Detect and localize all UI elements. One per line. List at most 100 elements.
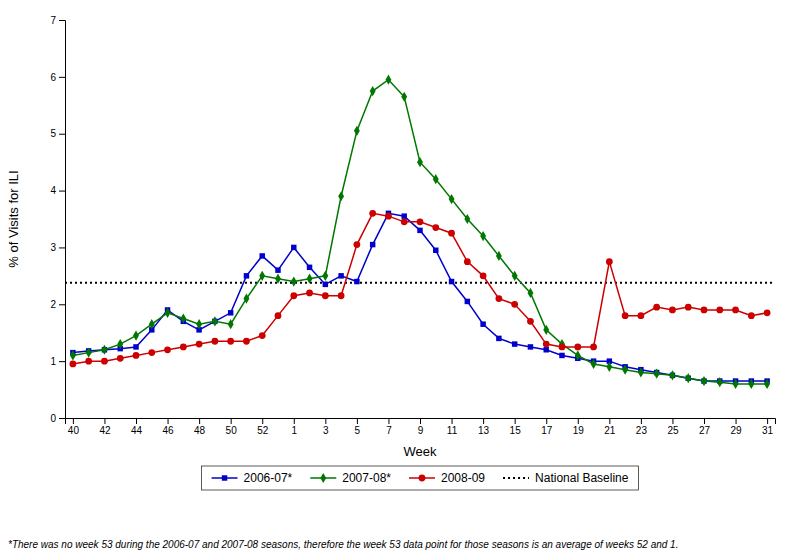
y-tick: 6 [50, 72, 65, 83]
x-tick-mark [325, 418, 326, 424]
point [559, 344, 566, 351]
point [670, 370, 676, 380]
point [354, 241, 361, 248]
series-line [73, 213, 767, 381]
x-tick: 44 [131, 418, 143, 436]
x-tick-label: 7 [386, 425, 392, 436]
point [401, 213, 406, 218]
point [559, 353, 564, 358]
point [622, 365, 628, 375]
point [322, 292, 329, 299]
point [133, 330, 139, 340]
point [717, 377, 723, 387]
point [228, 319, 234, 329]
x-tick: 50 [226, 418, 238, 436]
chart: 0123456740424446485052135791113151719212… [0, 0, 800, 558]
y-tick-mark [59, 247, 65, 248]
x-tick-mark [452, 418, 453, 424]
point [117, 355, 124, 362]
y-tick-label: 6 [50, 72, 56, 83]
point [401, 92, 407, 102]
x-tick-mark [136, 418, 137, 424]
x-tick: 15 [510, 418, 522, 436]
point [386, 75, 392, 85]
x-tick-label: 46 [162, 425, 174, 436]
y-tick-mark [59, 77, 65, 78]
point [528, 344, 533, 349]
y-tick-label: 0 [50, 413, 56, 424]
point [180, 313, 186, 323]
x-tick-mark [73, 418, 74, 424]
y-tick-label: 2 [50, 299, 56, 310]
legend-label: National Baseline [535, 471, 629, 485]
x-tick: 23 [636, 418, 648, 436]
point [701, 307, 708, 314]
point [433, 174, 439, 184]
series-points [70, 210, 771, 367]
point [543, 341, 550, 348]
point [291, 245, 296, 250]
legend-item: National Baseline [503, 471, 629, 485]
x-tick: 7 [386, 418, 392, 436]
x-tick-label: 25 [667, 425, 679, 436]
point [638, 312, 645, 319]
point [369, 210, 376, 217]
x-tick: 21 [604, 418, 616, 436]
x-tick-label: 29 [730, 425, 742, 436]
point [480, 231, 486, 241]
point [228, 310, 233, 315]
point [653, 304, 660, 311]
point [433, 248, 438, 253]
x-tick: 11 [447, 418, 458, 436]
point [574, 344, 581, 351]
point [70, 350, 76, 360]
x-tick: 27 [699, 418, 711, 436]
y-axis-line [59, 21, 66, 419]
legend-marker [419, 475, 426, 482]
x-tick: 17 [541, 418, 553, 436]
legend-swatch [503, 477, 529, 479]
point [496, 336, 501, 341]
point [338, 191, 344, 201]
legend: 2006-07*2007-08*2008-09National Baseline [202, 466, 639, 490]
point [480, 321, 485, 326]
point [465, 299, 470, 304]
x-tick-label: 52 [257, 425, 269, 436]
y-tick: 7 [50, 15, 65, 26]
point [322, 271, 328, 281]
point [291, 276, 297, 286]
point [149, 319, 155, 329]
x-tick-label: 23 [636, 425, 648, 436]
y-tick: 2 [50, 299, 65, 310]
point [180, 344, 187, 351]
x-tick-label: 50 [226, 425, 238, 436]
legend-label: 2008-09 [441, 471, 485, 485]
point [70, 361, 77, 368]
point [511, 301, 518, 308]
point [448, 230, 455, 237]
point [323, 282, 328, 287]
reference-line [65, 282, 775, 284]
x-tick-label: 48 [194, 425, 206, 436]
y-tick: 0 [50, 413, 65, 424]
y-tick-label: 7 [50, 15, 56, 26]
point [543, 325, 549, 335]
x-tick-mark [262, 418, 263, 424]
point [512, 341, 517, 346]
point [275, 312, 282, 319]
legend-item: 2006-07* [212, 471, 293, 485]
point [496, 295, 503, 302]
point [417, 218, 424, 225]
y-tick-mark [59, 20, 65, 21]
x-tick-mark [199, 418, 200, 424]
y-tick-mark [59, 134, 65, 135]
x-tick: 29 [730, 418, 742, 436]
point [101, 358, 108, 365]
point [638, 367, 644, 377]
y-tick: 5 [50, 128, 65, 139]
x-tick-mark [357, 418, 358, 424]
y-axis-title: % of Visits for ILI [6, 170, 21, 267]
point [732, 307, 739, 314]
x-tick-label: 11 [447, 425, 458, 436]
plot-root: 0123456740424446485052135791113151719212… [50, 15, 775, 436]
